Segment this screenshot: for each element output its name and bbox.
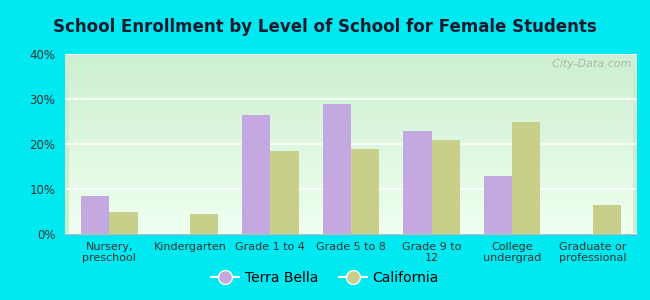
Bar (512, 122, 540, 234)
Bar (404, 130, 432, 234)
Bar (432, 140, 460, 234)
Bar (593, 205, 621, 234)
Text: School Enrollment by Level of School for Female Students: School Enrollment by Level of School for… (53, 18, 597, 36)
Text: City-Data.com: City-Data.com (545, 59, 631, 69)
Bar (81, 196, 109, 234)
Legend: Terra Bella, California: Terra Bella, California (206, 265, 444, 290)
Bar (351, 148, 379, 234)
Bar (270, 151, 298, 234)
Bar (242, 115, 270, 234)
Bar (323, 103, 351, 234)
Bar (484, 176, 512, 234)
Bar (190, 214, 218, 234)
Bar (109, 212, 138, 234)
